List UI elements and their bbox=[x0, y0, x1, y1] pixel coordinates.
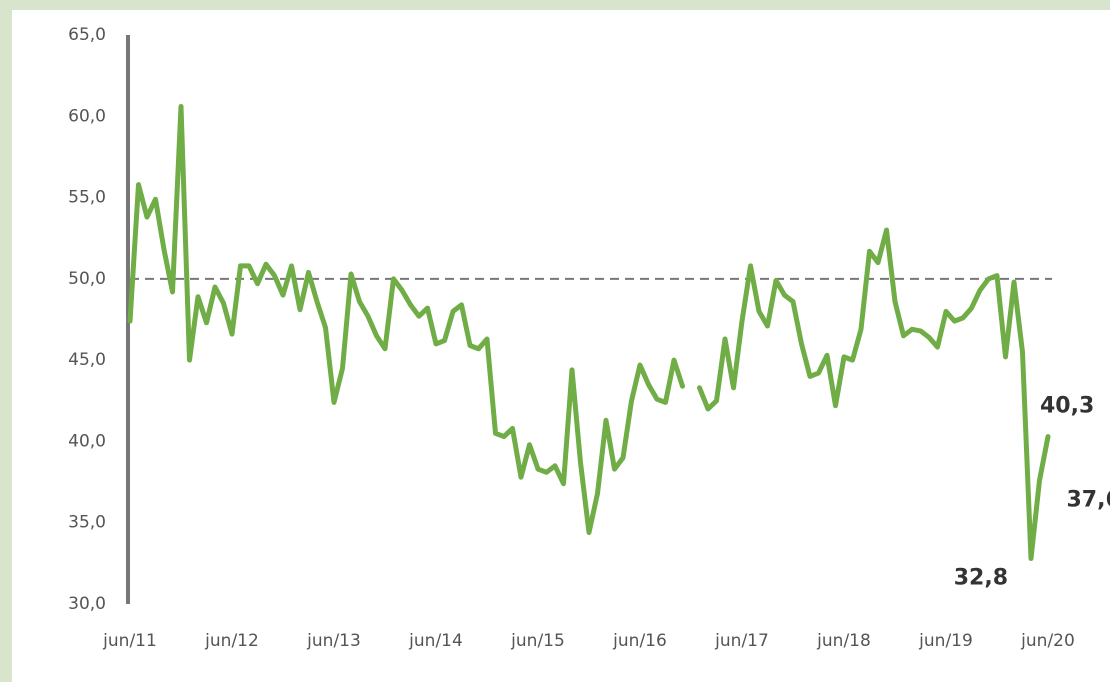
x-tick-label: jun/19 bbox=[918, 631, 973, 651]
y-tick-label: 30,0 bbox=[68, 594, 106, 614]
y-tick-label: 45,0 bbox=[68, 350, 106, 370]
y-tick-label: 50,0 bbox=[68, 269, 106, 289]
x-tick-label: jun/12 bbox=[204, 631, 259, 651]
panel bbox=[12, 10, 1110, 682]
value-label: 32,8 bbox=[954, 565, 1008, 590]
x-tick-label: jun/20 bbox=[1020, 631, 1075, 651]
y-tick-label: 40,0 bbox=[68, 431, 106, 451]
series-line bbox=[127, 104, 1051, 561]
x-tick-label: jun/18 bbox=[816, 631, 871, 651]
y-tick-label: 65,0 bbox=[68, 25, 106, 45]
x-tick-label: jun/13 bbox=[306, 631, 361, 651]
x-tick-label: jun/11 bbox=[102, 631, 157, 651]
value-label: 40,3 bbox=[1040, 394, 1094, 419]
value-label: 37,6 bbox=[1067, 487, 1110, 512]
y-tick-label: 35,0 bbox=[68, 513, 106, 533]
x-tick-label: jun/16 bbox=[612, 631, 667, 651]
y-tick-label: 55,0 bbox=[68, 188, 106, 208]
x-tick-label: jun/17 bbox=[714, 631, 769, 651]
x-tick-label: jun/15 bbox=[510, 631, 565, 651]
x-tick-label: jun/14 bbox=[408, 631, 463, 651]
y-tick-label: 60,0 bbox=[68, 106, 106, 126]
